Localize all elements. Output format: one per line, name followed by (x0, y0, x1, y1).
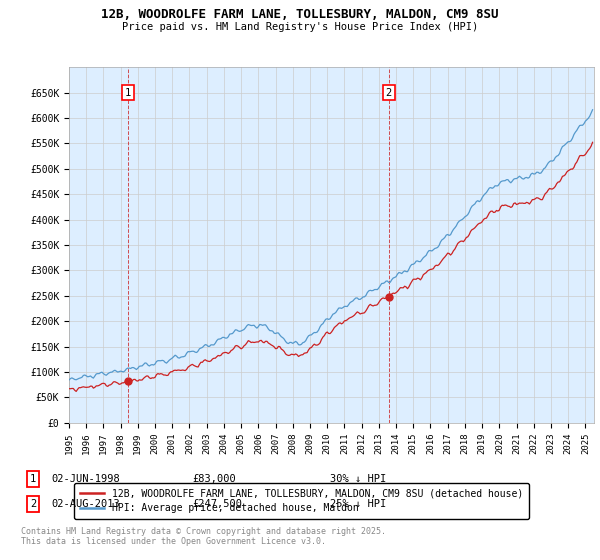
Text: 1: 1 (125, 87, 131, 97)
Legend: 12B, WOODROLFE FARM LANE, TOLLESBURY, MALDON, CM9 8SU (detached house), HPI: Ave: 12B, WOODROLFE FARM LANE, TOLLESBURY, MA… (74, 483, 529, 519)
Text: 1: 1 (30, 474, 36, 484)
Text: 2: 2 (386, 87, 392, 97)
Text: 30% ↓ HPI: 30% ↓ HPI (330, 474, 386, 484)
Text: Contains HM Land Registry data © Crown copyright and database right 2025.
This d: Contains HM Land Registry data © Crown c… (21, 526, 386, 546)
Text: 02-JUN-1998: 02-JUN-1998 (51, 474, 120, 484)
Text: £247,500: £247,500 (192, 499, 242, 509)
Text: £83,000: £83,000 (192, 474, 236, 484)
Text: Price paid vs. HM Land Registry's House Price Index (HPI): Price paid vs. HM Land Registry's House … (122, 22, 478, 32)
Text: 25% ↓ HPI: 25% ↓ HPI (330, 499, 386, 509)
Text: 02-AUG-2013: 02-AUG-2013 (51, 499, 120, 509)
Text: 2: 2 (30, 499, 36, 509)
Text: 12B, WOODROLFE FARM LANE, TOLLESBURY, MALDON, CM9 8SU: 12B, WOODROLFE FARM LANE, TOLLESBURY, MA… (101, 8, 499, 21)
